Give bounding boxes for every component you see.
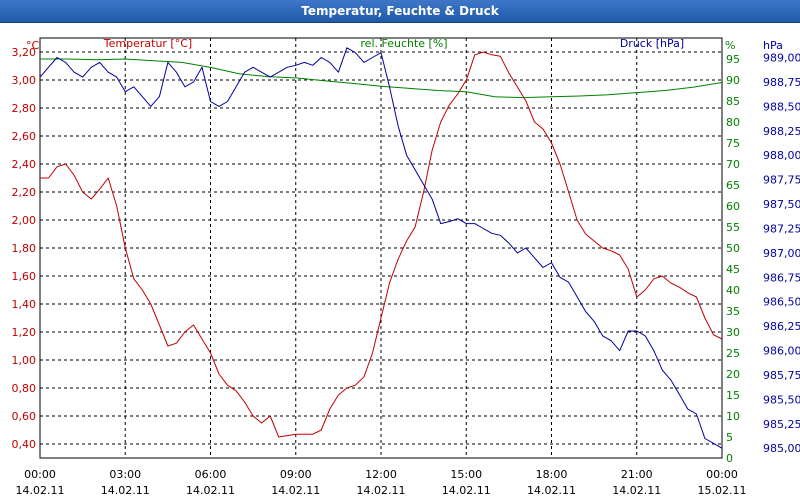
x-tick-time: 06:00	[195, 468, 227, 481]
humidity-tick-label: 80	[726, 116, 740, 129]
temperature-axis-unit: °C	[26, 39, 40, 52]
humidity-axis-unit: %	[725, 39, 735, 52]
humidity-tick-label: 15	[726, 389, 740, 402]
pressure-tick-label: 985,00	[763, 442, 800, 455]
x-tick-time: 21:00	[621, 468, 653, 481]
pressure-tick-label: 988,25	[763, 125, 800, 138]
temperature-tick-label: 2,60	[12, 130, 37, 143]
pressure-tick-label: 985,50	[763, 393, 800, 406]
x-tick-time: 00:00	[706, 468, 738, 481]
pressure-axis-unit: hPa	[763, 39, 783, 52]
humidity-tick-label: 30	[726, 326, 740, 339]
x-tick-time: 18:00	[536, 468, 568, 481]
x-tick-time: 15:00	[450, 468, 482, 481]
pressure-tick-label: 987,00	[763, 247, 800, 260]
temperature-tick-label: 2,40	[12, 158, 37, 171]
humidity-tick-label: 20	[726, 368, 740, 381]
temperature-tick-label: 0,40	[12, 438, 37, 451]
pressure-series-line	[39, 47, 723, 449]
temperature-axis-label: Temperatur [°C]	[103, 37, 192, 50]
title-bar: Temperatur, Feuchte & Druck	[0, 0, 800, 23]
pressure-tick-label: 988,50	[763, 100, 800, 113]
temperature-tick-label: 0,60	[12, 410, 37, 423]
humidity-tick-label: 5	[726, 431, 733, 444]
temperature-tick-label: 1,20	[12, 326, 37, 339]
humidity-tick-label: 75	[726, 137, 740, 150]
temperature-tick-label: 3,20	[12, 46, 37, 59]
humidity-tick-label: 95	[726, 53, 740, 66]
humidity-tick-label: 55	[726, 221, 740, 234]
humidity-series-line	[40, 58, 723, 99]
humidity-tick-label: 0	[726, 452, 733, 465]
grid	[39, 37, 723, 459]
pressure-tick-label: 986,75	[763, 271, 800, 284]
pressure-tick-label: 986,50	[763, 296, 800, 309]
temperature-tick-label: 2,00	[12, 214, 37, 227]
series-layer	[39, 47, 723, 449]
x-tick-time: 09:00	[280, 468, 312, 481]
humidity-tick-label: 90	[726, 74, 740, 87]
humidity-tick-label: 65	[726, 179, 740, 192]
pressure-tick-label: 986,00	[763, 345, 800, 358]
temperature-tick-label: 1,60	[12, 270, 37, 283]
x-tick-date: 14.02.11	[186, 484, 235, 497]
humidity-tick-label: 50	[726, 242, 740, 255]
x-tick-date: 14.02.11	[101, 484, 150, 497]
temperature-tick-label: 3,00	[12, 74, 37, 87]
pressure-tick-label: 988,00	[763, 149, 800, 162]
x-tick-time: 12:00	[365, 468, 397, 481]
x-tick-time: 03:00	[109, 468, 141, 481]
temperature-tick-label: 0,80	[12, 382, 37, 395]
pressure-axis-label: Druck [hPa]	[620, 37, 684, 50]
temperature-tick-label: 2,20	[12, 186, 37, 199]
pressure-tick-label: 985,25	[763, 418, 800, 431]
x-tick-date: 14.02.11	[612, 484, 661, 497]
pressure-tick-label: 985,75	[763, 369, 800, 382]
temperature-tick-label: 1,40	[12, 298, 37, 311]
temperature-series-line	[40, 51, 723, 438]
chart-area: 00:00 14.02.11 03:00 14.02.11 06:00 14.02.11 0…	[12, 37, 800, 497]
humidity-axis-label: rel. Feuchte [%]	[360, 37, 447, 50]
x-tick-date: 14.02.11	[442, 484, 491, 497]
x-tick-date: 14.02.11	[271, 484, 320, 497]
pressure-tick-label: 986,25	[763, 320, 800, 333]
temperature-tick-label: 1,80	[12, 242, 37, 255]
pressure-tick-label: 988,75	[763, 76, 800, 89]
pressure-tick-label: 987,25	[763, 222, 800, 235]
humidity-tick-label: 25	[726, 347, 740, 360]
axes: 00:00 14.02.11 03:00 14.02.11 06:00 14.02.11 0…	[12, 37, 800, 497]
pressure-tick-label: 987,50	[763, 198, 800, 211]
x-tick-date: 14.02.11	[16, 484, 65, 497]
humidity-tick-label: 70	[726, 158, 740, 171]
x-tick-date: 14.02.11	[357, 484, 406, 497]
x-tick-date: 14.02.11	[527, 484, 576, 497]
x-tick-date: 15.02.11	[698, 484, 747, 497]
x-tick-time: 00:00	[24, 468, 56, 481]
pressure-tick-label: 987,75	[763, 174, 800, 187]
pressure-tick-label: 989,00	[763, 52, 800, 65]
window-title: Temperatur, Feuchte & Druck	[301, 4, 499, 18]
humidity-tick-label: 35	[726, 305, 740, 318]
humidity-tick-label: 45	[726, 263, 740, 276]
temperature-tick-label: 1,00	[12, 354, 37, 367]
humidity-tick-label: 85	[726, 95, 740, 108]
humidity-tick-label: 10	[726, 410, 740, 423]
temperature-tick-label: 2,80	[12, 102, 37, 115]
humidity-tick-label: 60	[726, 200, 740, 213]
humidity-tick-label: 40	[726, 284, 740, 297]
